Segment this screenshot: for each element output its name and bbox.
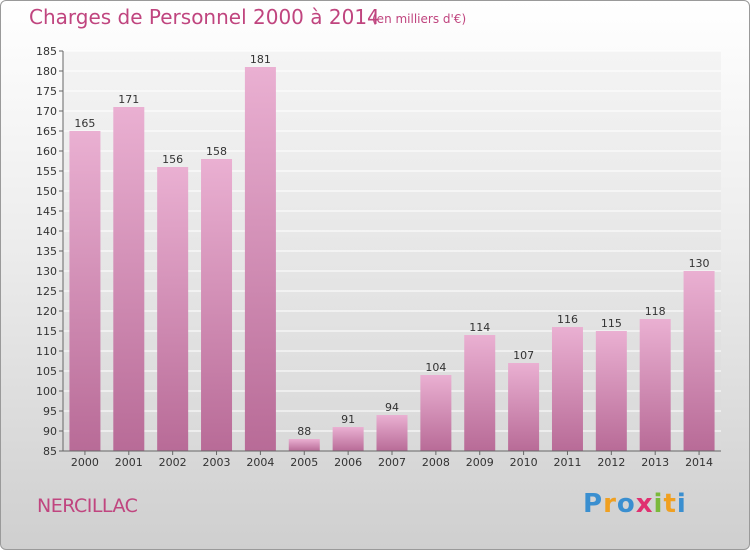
x-tick-label: 2012 [597,456,625,469]
y-tick-label: 145 [36,205,57,218]
bar [420,375,452,451]
y-tick-label: 125 [36,285,57,298]
bar-value-label: 88 [297,425,311,438]
x-tick-label: 2007 [378,456,406,469]
bar [464,335,496,451]
y-tick-label: 180 [36,65,57,78]
x-tick-label: 2014 [685,456,713,469]
x-tick-label: 2001 [115,456,143,469]
y-tick-label: 110 [36,345,57,358]
logo-letter: r [603,489,617,519]
y-tick-label: 170 [36,105,57,118]
y-tick-label: 135 [36,245,57,258]
logo-letter: i [676,489,687,519]
x-tick-label: 2010 [510,456,538,469]
logo-letter: P [583,489,604,519]
bar-value-label: 130 [689,257,710,270]
x-tick-label: 2003 [203,456,231,469]
bar-value-label: 118 [645,305,666,318]
bar [683,271,715,451]
bar [332,427,364,451]
x-tick-label: 2013 [641,456,669,469]
logo-letter: x [635,489,654,519]
bar [157,167,189,451]
x-tick-label: 2005 [290,456,318,469]
bar-value-label: 115 [601,317,622,330]
y-tick-label: 85 [43,445,57,458]
bar-value-label: 104 [425,361,446,374]
logo-letter: t [663,489,677,519]
bar [595,331,627,451]
bar-value-label: 156 [162,153,183,166]
bar [244,67,276,451]
y-tick-label: 150 [36,185,57,198]
y-tick-label: 155 [36,165,57,178]
bar [288,439,320,451]
x-tick-label: 2004 [246,456,274,469]
x-tick-label: 2006 [334,456,362,469]
logo-letter: i [653,489,664,519]
bar [113,107,145,451]
y-tick-label: 90 [43,425,57,438]
bar-value-label: 107 [513,349,534,362]
y-tick-label: 165 [36,125,57,138]
y-tick-label: 185 [36,45,57,58]
y-tick-label: 120 [36,305,57,318]
y-tick-label: 115 [36,325,57,338]
bar-value-label: 158 [206,145,227,158]
bar [376,415,408,451]
logo-letter: o [616,489,636,519]
bar [508,363,540,451]
bar [551,327,583,451]
bar-value-label: 116 [557,313,578,326]
x-tick-label: 2009 [466,456,494,469]
x-tick-label: 2000 [71,456,99,469]
bar-value-label: 171 [118,93,139,106]
chart-subtitle: (en milliers d'€) [372,12,467,26]
y-tick-label: 130 [36,265,57,278]
chart-title: Charges de Personnel 2000 à 2014 [29,5,380,29]
commune-name: NERCILLAC [37,495,138,517]
x-tick-label: 2011 [553,456,581,469]
y-tick-label: 95 [43,405,57,418]
y-tick-label: 100 [36,385,57,398]
bar [201,159,233,451]
bar-value-label: 114 [469,321,490,334]
proxiti-logo: Proxiti [583,489,687,519]
bar-value-label: 94 [385,401,399,414]
y-tick-label: 105 [36,365,57,378]
x-tick-label: 2002 [159,456,187,469]
x-tick-label: 2008 [422,456,450,469]
bar-value-label: 91 [341,413,355,426]
y-tick-label: 140 [36,225,57,238]
bar [69,131,101,451]
y-tick-label: 175 [36,85,57,98]
bar-value-label: 165 [74,117,95,130]
bar-value-label: 181 [250,53,271,66]
y-tick-label: 160 [36,145,57,158]
bar [639,319,671,451]
